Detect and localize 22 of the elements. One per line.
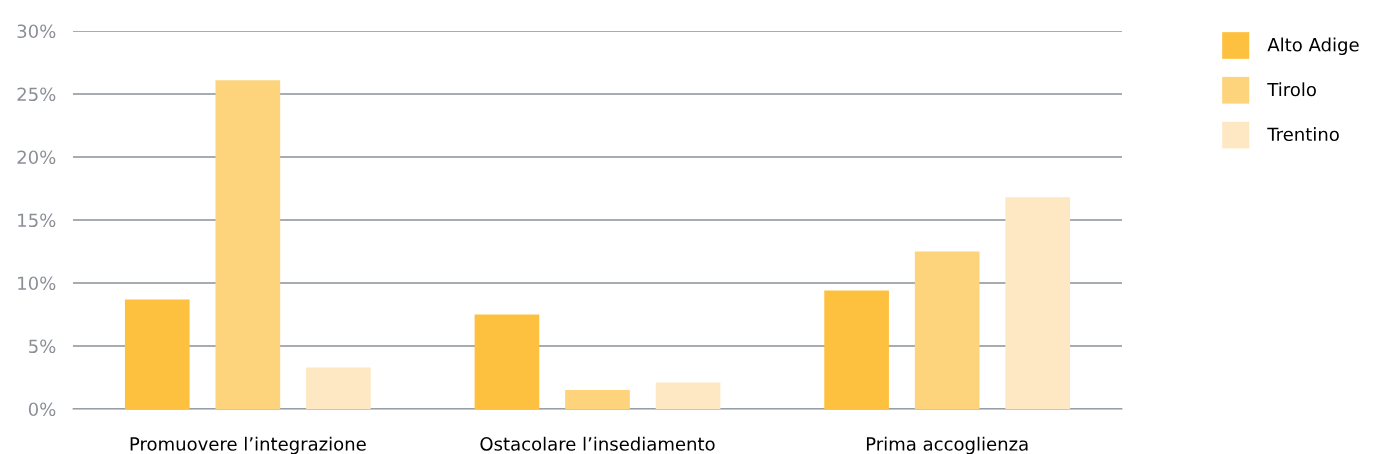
y-tick-label: 5% bbox=[29, 339, 56, 354]
x-tick-label: Prima accoglienza bbox=[866, 436, 1028, 454]
legend-label: Tirolo bbox=[1267, 82, 1316, 97]
y-tick-label: 10% bbox=[18, 276, 56, 291]
x-tick-label: Ostacolare l’insediamento bbox=[480, 436, 715, 451]
bar bbox=[215, 80, 281, 409]
y-tick-label: 25% bbox=[17, 87, 56, 102]
x-tick-label: Promuovere l’integrazione bbox=[130, 436, 366, 454]
bar bbox=[824, 290, 889, 409]
legend-label: Trentino bbox=[1267, 127, 1339, 142]
bar bbox=[124, 299, 190, 409]
bar bbox=[655, 382, 721, 409]
y-tick-label: 20% bbox=[17, 150, 56, 165]
y-tick-label: 30% bbox=[17, 24, 56, 39]
y-tick-label: 15% bbox=[18, 213, 56, 228]
bar bbox=[306, 367, 371, 409]
y-tick-label: 0% bbox=[28, 402, 56, 417]
bar bbox=[914, 251, 980, 409]
bar bbox=[474, 314, 540, 409]
legend-label: Alto Adige bbox=[1267, 37, 1359, 56]
bar bbox=[1005, 197, 1071, 409]
bar bbox=[565, 390, 630, 409]
